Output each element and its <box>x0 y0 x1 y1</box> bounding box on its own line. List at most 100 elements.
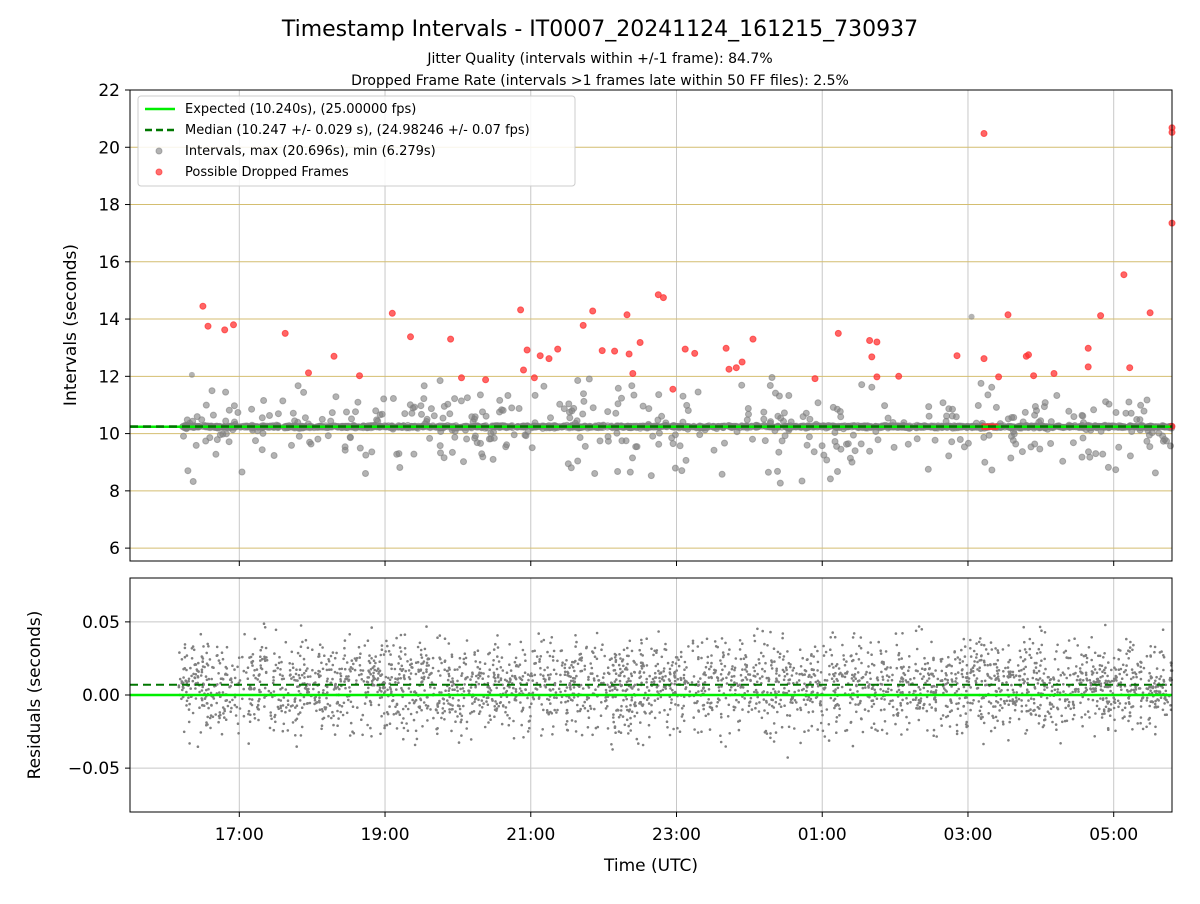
residual-point <box>669 708 672 711</box>
residual-point <box>1026 688 1029 691</box>
residual-point <box>364 644 367 647</box>
residual-point <box>882 678 885 681</box>
residual-point <box>754 640 757 643</box>
residual-point <box>816 728 819 731</box>
residual-point <box>203 666 206 669</box>
residual-point <box>269 727 272 730</box>
residual-point <box>582 705 585 708</box>
residual-point <box>470 738 473 741</box>
residual-point <box>361 678 364 681</box>
residual-point <box>1129 715 1132 718</box>
residual-point <box>543 669 546 672</box>
residual-point <box>347 699 350 702</box>
residual-point <box>594 688 597 691</box>
residual-point <box>854 673 857 676</box>
residual-point <box>964 655 967 658</box>
residual-point <box>1025 710 1028 713</box>
residual-point <box>1043 658 1046 661</box>
residual-point <box>776 711 779 714</box>
residual-point <box>1073 637 1076 640</box>
residual-point <box>777 681 780 684</box>
residual-point <box>540 734 543 737</box>
residual-point <box>895 632 898 635</box>
residual-point <box>777 690 780 693</box>
residual-point <box>222 691 225 694</box>
interval-point <box>762 438 768 444</box>
residual-point <box>887 691 890 694</box>
residual-point <box>1081 725 1084 728</box>
residual-point <box>272 676 275 679</box>
residual-point <box>261 658 264 661</box>
residual-point <box>1025 704 1028 707</box>
residual-point <box>529 706 532 709</box>
residual-point <box>692 716 695 719</box>
residual-point <box>446 670 449 673</box>
residual-point <box>355 679 358 682</box>
interval-point <box>1037 446 1043 452</box>
residual-point <box>417 646 420 649</box>
residual-point <box>1019 650 1022 653</box>
residual-point <box>303 676 306 679</box>
interval-point <box>949 439 955 445</box>
residual-point <box>719 659 722 662</box>
residual-point <box>1029 648 1032 651</box>
residual-point <box>1104 666 1107 669</box>
residual-point <box>524 653 527 656</box>
residual-point <box>279 707 282 710</box>
residual-point <box>334 683 337 686</box>
residual-point <box>364 691 367 694</box>
residual-point <box>564 667 567 670</box>
residual-point <box>959 662 962 665</box>
residual-point <box>477 649 480 652</box>
residual-point <box>935 701 938 704</box>
residual-point <box>902 680 905 683</box>
residual-point <box>490 689 493 692</box>
residual-point <box>740 674 743 677</box>
residual-point <box>693 728 696 731</box>
residual-point <box>238 656 241 659</box>
residual-point <box>1018 679 1021 682</box>
residual-point <box>344 668 347 671</box>
residual-point <box>901 699 904 702</box>
residual-point <box>1140 699 1143 702</box>
residual-point <box>318 676 321 679</box>
residual-point <box>534 674 537 677</box>
residual-point <box>964 645 967 648</box>
interval-point <box>835 469 841 475</box>
residual-point <box>614 731 617 734</box>
residual-point <box>463 697 466 700</box>
residual-point <box>824 679 827 682</box>
residual-point <box>930 673 933 676</box>
residual-point <box>358 656 361 659</box>
residual-point <box>908 655 911 658</box>
interval-point <box>982 459 988 465</box>
residual-point <box>292 721 295 724</box>
residual-point <box>289 669 292 672</box>
residual-point <box>810 654 813 657</box>
residual-point <box>477 677 480 680</box>
residual-point <box>572 680 575 683</box>
residual-point <box>803 683 806 686</box>
residual-point <box>565 659 568 662</box>
residual-point <box>320 728 323 731</box>
dropped-frame-point <box>660 295 666 301</box>
residual-point <box>1105 706 1108 709</box>
residual-point <box>572 666 575 669</box>
residual-point <box>770 698 773 701</box>
interval-point <box>532 420 538 426</box>
residual-point <box>491 699 494 702</box>
residual-point <box>322 689 325 692</box>
residual-point <box>828 673 831 676</box>
residual-point <box>251 698 254 701</box>
interval-point <box>940 400 946 406</box>
residual-point <box>924 663 927 666</box>
residual-point <box>867 710 870 713</box>
residual-point <box>1010 684 1013 687</box>
residual-point <box>820 671 823 674</box>
interval-point <box>190 418 196 424</box>
residual-point <box>384 650 387 653</box>
residual-point <box>223 708 226 711</box>
interval-point <box>1106 401 1112 407</box>
residual-point <box>568 696 571 699</box>
residual-point <box>284 711 287 714</box>
